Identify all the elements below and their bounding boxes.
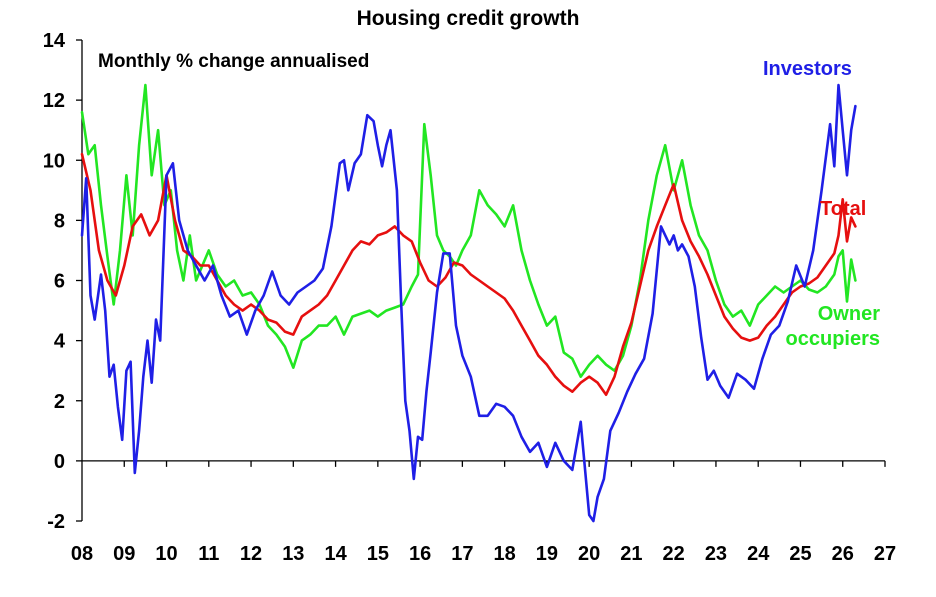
x-tick-label: 27 [874,543,896,565]
x-tick-label: 18 [494,543,516,565]
x-tick-label: 11 [198,543,219,565]
y-tick-label: 4 [54,331,66,353]
x-tick-label: 26 [832,543,854,565]
x-tick-label: 22 [663,543,685,565]
series-label-investors: Investors [763,58,852,80]
series-lines [80,83,857,523]
x-tick-label: 16 [409,543,431,565]
x-tick-label: 15 [367,543,389,565]
x-tick-label: 14 [324,543,347,565]
y-tick-label: 14 [43,30,66,52]
series-line-investors [80,83,857,523]
x-tick-label: 23 [705,543,727,565]
x-tick-label: 20 [578,543,600,565]
series-labels: Investors Total Owner occupiers [763,58,880,350]
series-line-owner-occupiers [80,83,857,378]
y-tick-label: 2 [54,391,65,413]
chart-title: Housing credit growth [357,7,580,30]
x-tick-label: 21 [620,543,642,565]
y-tick-label: 12 [43,90,65,112]
series-line-total [80,152,857,396]
x-tick-label: 24 [747,543,770,565]
series-label-owner-occupiers: Owner [818,303,880,325]
y-tick-label: -2 [47,511,65,533]
x-tick-label: 10 [155,543,177,565]
y-tick-label: 6 [54,271,65,293]
x-tick-label: 08 [71,543,93,565]
chart-subtitle: Monthly % change annualised [98,51,369,72]
x-tick-label: 13 [282,543,304,565]
series-label-total: Total [820,198,866,220]
x-tick-label: 25 [789,543,811,565]
y-tick-label: 0 [54,451,65,473]
series-label-owner-occupiers: occupiers [786,328,880,350]
x-tick-label: 09 [113,543,135,565]
x-tick-label: 17 [451,543,473,565]
x-tick-label: 12 [240,543,262,565]
y-tick-label: 10 [43,150,65,172]
x-tick-label: 19 [536,543,558,565]
y-tick-label: 8 [54,210,65,232]
